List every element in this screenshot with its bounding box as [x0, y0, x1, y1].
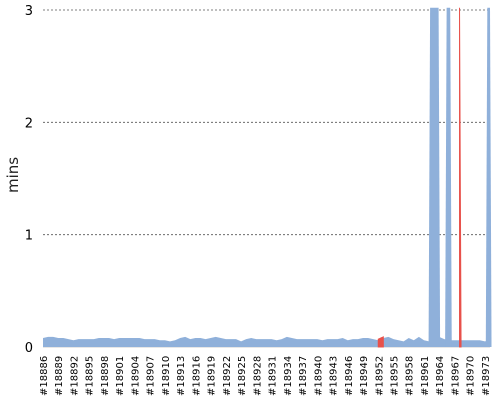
spike-area [485, 7, 492, 348]
x-tick-label: #18922 [222, 356, 233, 396]
x-tick-label: #18889 [54, 356, 65, 396]
series-area-path [43, 336, 490, 347]
x-tick-label: #18919 [207, 356, 218, 396]
highlight-area [377, 336, 384, 348]
x-tick-label: #18958 [405, 356, 416, 396]
grid-lines [43, 9, 490, 348]
y-tick-label: 3 [25, 4, 33, 19]
series-area [43, 7, 492, 348]
x-tick-label: #18895 [85, 356, 96, 396]
x-tick-label: #18886 [39, 356, 50, 396]
y-axis-label: mins [4, 157, 22, 193]
x-tick-label: #18910 [161, 356, 172, 396]
x-tick-label: #18940 [313, 356, 324, 396]
spikes [428, 7, 492, 348]
x-tick-label: #18964 [435, 356, 446, 396]
spike-area [428, 7, 441, 348]
x-tick-label: #18928 [252, 356, 263, 396]
x-tick-label: #18892 [69, 356, 80, 396]
x-tick-label: #18961 [420, 356, 431, 396]
x-tick-label: #18943 [329, 356, 340, 396]
spike-area [445, 7, 452, 348]
highlight-area [459, 7, 462, 348]
x-tick-labels: #18886 #18889 #18892 #18895 #18898 #18901 #189… [39, 356, 492, 396]
y-tick-label: 1 [25, 229, 33, 244]
x-tick-label: #18946 [344, 356, 355, 396]
x-tick-label: #18949 [359, 356, 370, 396]
x-tick-label: #18955 [389, 356, 400, 396]
y-tick-labels: 0 1 2 3 [25, 4, 33, 356]
x-tick-label: #18970 [466, 356, 477, 396]
x-tick-label: #18913 [176, 356, 187, 396]
x-tick-label: #18904 [130, 356, 141, 396]
x-tick-label: #18907 [146, 356, 157, 396]
x-tick-label: #18898 [100, 356, 111, 396]
y-tick-label: 0 [25, 341, 33, 356]
x-tick-label: #18934 [283, 356, 294, 396]
x-tick-label: #18967 [450, 356, 461, 396]
x-tick-label: #18931 [268, 356, 279, 396]
x-tick-label: #18925 [237, 356, 248, 396]
x-tick-label: #18901 [115, 356, 126, 396]
x-tick-label: #18937 [298, 356, 309, 396]
x-tick-label: #18916 [191, 356, 202, 396]
y-tick-label: 2 [25, 116, 33, 131]
x-tick-label: #18952 [374, 356, 385, 396]
x-tick-label: #18973 [481, 356, 492, 396]
